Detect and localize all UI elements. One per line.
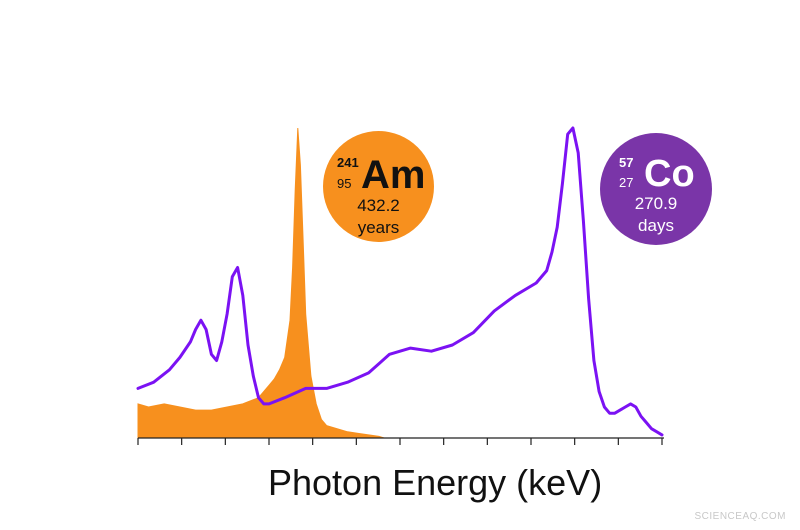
x-axis: [137, 437, 664, 445]
am-atomic-number: 95: [337, 176, 352, 191]
am-mass-number: 241: [337, 155, 359, 170]
cobalt-spectrum-line: [136, 126, 664, 437]
co-mass-number: 57: [619, 155, 634, 170]
am-half-life-value: 432.2: [357, 196, 400, 215]
americium-badge: 241 95 Am 432.2 years: [323, 131, 434, 242]
co-symbol: Co: [644, 153, 695, 195]
co-half-life-value: 270.9: [634, 194, 678, 213]
x-axis-label: Photon Energy (keV): [268, 462, 603, 503]
co-half-life: 270.9 days: [600, 193, 712, 237]
americium-spectrum-area: [137, 127, 385, 439]
co-half-life-unit: days: [638, 216, 674, 235]
am-symbol: Am: [361, 153, 426, 197]
cobalt-badge: 57 27 Co 270.9 days: [600, 133, 712, 245]
watermark: SCIENCEAQ.COM: [694, 511, 786, 522]
am-half-life-unit: years: [357, 218, 400, 237]
am-half-life: 432.2 years: [323, 195, 434, 239]
co-atomic-number: 27: [619, 175, 634, 190]
series-layer: [136, 126, 664, 439]
